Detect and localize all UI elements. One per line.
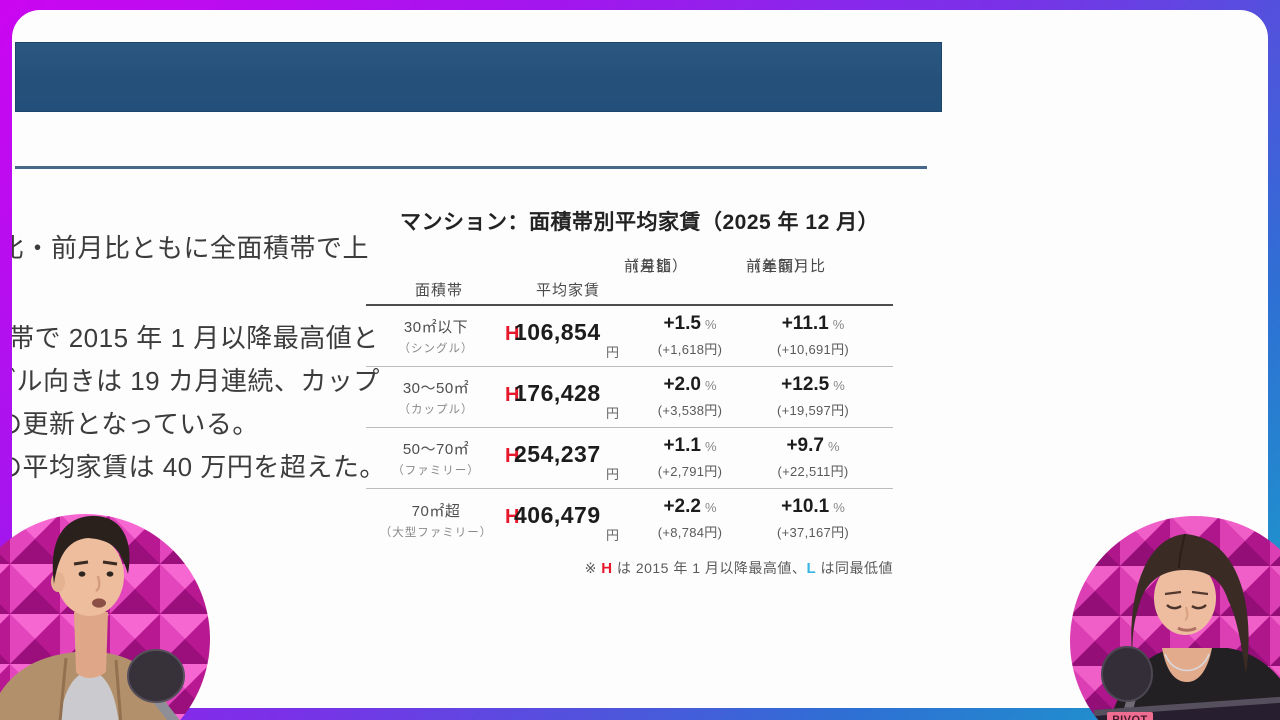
mom-diff-amount: (+1,618円) xyxy=(657,342,723,357)
webcam-left-scene xyxy=(0,514,210,720)
footnote-low-flag: L xyxy=(806,560,817,577)
mom-percent: +1.1 xyxy=(663,435,701,456)
area-band-sublabel: （カップル） xyxy=(398,404,474,416)
table-row: 70㎡超 （大型ファミリー） H 406,479 円 +2.2% (+8,784… xyxy=(366,489,893,551)
mom-percent: +2.2 xyxy=(663,496,701,517)
column-header-mom-line1: 前月比 xyxy=(624,258,673,275)
cell-area-band: 70㎡超 （大型ファミリー） xyxy=(366,500,506,540)
mom-percent: +2.0 xyxy=(663,374,701,395)
footnote-suffix: は同最低値 xyxy=(816,560,893,576)
table-title: マンション：面積帯別平均家賃（2025 年 12 月） xyxy=(400,211,880,234)
body-text-line: グル向きは 19 カ月連続、カップ xyxy=(12,366,380,396)
body-text-line: の平均家賃は 40 万円を超えた。 xyxy=(12,452,386,482)
yoy-percent-unit: % xyxy=(827,439,840,454)
pivot-logo-badge: PIVOT xyxy=(1107,712,1153,720)
record-high-flag: H xyxy=(505,445,520,467)
rent-unit-label: 円 xyxy=(606,467,620,482)
rent-unit-label: 円 xyxy=(606,528,620,543)
area-band-sublabel: （大型ファミリー） xyxy=(379,527,493,539)
cell-average-rent: 106,854 xyxy=(514,319,601,345)
cell-mom-change: +2.0% (+3,538円) xyxy=(626,374,754,419)
mom-diff-amount: (+2,791円) xyxy=(657,464,723,479)
footnote-mid: は 2015 年 1 月以降最高値、 xyxy=(612,560,807,576)
cell-area-band: 30～50㎡ （カップル） xyxy=(366,377,506,417)
slide-card: 比・前月比ともに全面積帯で上 帯で 2015 年 1 月以降最高値と グル向きは… xyxy=(12,10,1268,708)
column-header-yoy-line2: （差額） xyxy=(746,258,811,275)
mom-percent-unit: % xyxy=(704,317,717,332)
webcam-left xyxy=(0,514,210,720)
cell-area-band: 30㎡以下 （シングル） xyxy=(366,316,506,356)
table-row: 30㎡以下 （シングル） H 106,854 円 +1.5% (+1,618円) xyxy=(366,306,893,367)
yoy-diff-amount: (+37,167円) xyxy=(776,525,849,540)
yoy-diff-amount: (+22,511円) xyxy=(777,464,849,479)
yoy-percent-unit: % xyxy=(833,378,845,393)
cell-mom-change: +1.5% (+1,618円) xyxy=(626,313,754,358)
mom-diff-amount: (+8,784円) xyxy=(657,525,723,540)
table-footnote: ※ H は 2015 年 1 月以降最高値、L は同最低値 xyxy=(366,558,893,578)
area-band-sublabel: （ファミリー） xyxy=(392,465,480,477)
cell-yoy-change: +10.1% (+37,167円) xyxy=(750,496,876,541)
yoy-percent: +10.1 xyxy=(781,496,830,517)
slide-divider-line xyxy=(15,166,927,169)
rent-unit-label: 円 xyxy=(606,345,620,360)
record-high-flag: H xyxy=(505,323,520,345)
table-row: 50～70㎡ （ファミリー） H 254,237 円 +1.1% (+2,791… xyxy=(366,428,893,489)
mom-diff-amount: (+3,538円) xyxy=(657,403,723,418)
slide-header-bar xyxy=(15,42,942,112)
yoy-percent: +9.7 xyxy=(786,435,824,456)
cell-average-rent: 406,479 xyxy=(514,502,601,528)
body-text-line: の更新となっている。 xyxy=(12,409,259,439)
mom-percent-unit: % xyxy=(704,500,717,515)
area-band-label: 70㎡超 xyxy=(411,503,461,520)
body-text-line: 比・前月比ともに全面積帯で上 xyxy=(12,233,370,263)
column-header-area: 面積帯 xyxy=(414,282,463,299)
record-high-flag: H xyxy=(505,384,520,406)
yoy-diff-amount: (+10,691円) xyxy=(776,342,849,357)
record-high-flag: H xyxy=(505,506,520,528)
yoy-percent: +11.1 xyxy=(781,313,829,334)
footnote-high-flag: H xyxy=(601,560,613,577)
cell-yoy-change: +12.5% (+19,597円) xyxy=(750,374,876,419)
mom-percent-unit: % xyxy=(704,439,717,454)
cell-area-band: 50～70㎡ （ファミリー） xyxy=(366,438,506,478)
cell-mom-change: +1.1% (+2,791円) xyxy=(626,435,754,480)
rent-unit-label: 円 xyxy=(606,406,620,421)
rent-table: 30㎡以下 （シングル） H 106,854 円 +1.5% (+1,618円) xyxy=(366,304,893,551)
yoy-percent: +12.5 xyxy=(781,374,830,395)
cell-mom-change: +2.2% (+8,784円) xyxy=(626,496,754,541)
table-row: 30～50㎡ （カップル） H 176,428 円 +2.0% (+3,538円… xyxy=(366,367,893,428)
area-band-label: 50～70㎡ xyxy=(402,441,470,458)
column-header-avg-rent: 平均家賃 xyxy=(535,282,600,299)
column-header-mom-line2: （差額） xyxy=(624,258,689,275)
cell-yoy-change: +11.1% (+10,691円) xyxy=(750,313,876,358)
area-band-label: 30㎡以下 xyxy=(403,319,469,336)
microphone-icon xyxy=(127,649,190,720)
yoy-percent-unit: % xyxy=(832,317,845,332)
mom-percent-unit: % xyxy=(704,378,717,393)
column-header-yoy-line1: 前年同月比 xyxy=(746,258,827,275)
mom-percent: +1.5 xyxy=(663,313,701,334)
area-band-sublabel: （シングル） xyxy=(398,343,474,355)
yoy-percent-unit: % xyxy=(833,500,845,515)
body-text-line: 帯で 2015 年 1 月以降最高値と xyxy=(12,323,379,353)
cell-average-rent: 176,428 xyxy=(514,380,601,406)
cell-average-rent: 254,237 xyxy=(514,441,601,467)
footnote-prefix: ※ xyxy=(584,560,602,576)
cell-yoy-change: +9.7% (+22,511円) xyxy=(750,435,876,480)
area-band-label: 30～50㎡ xyxy=(402,380,470,397)
yoy-diff-amount: (+19,597円) xyxy=(776,403,849,418)
